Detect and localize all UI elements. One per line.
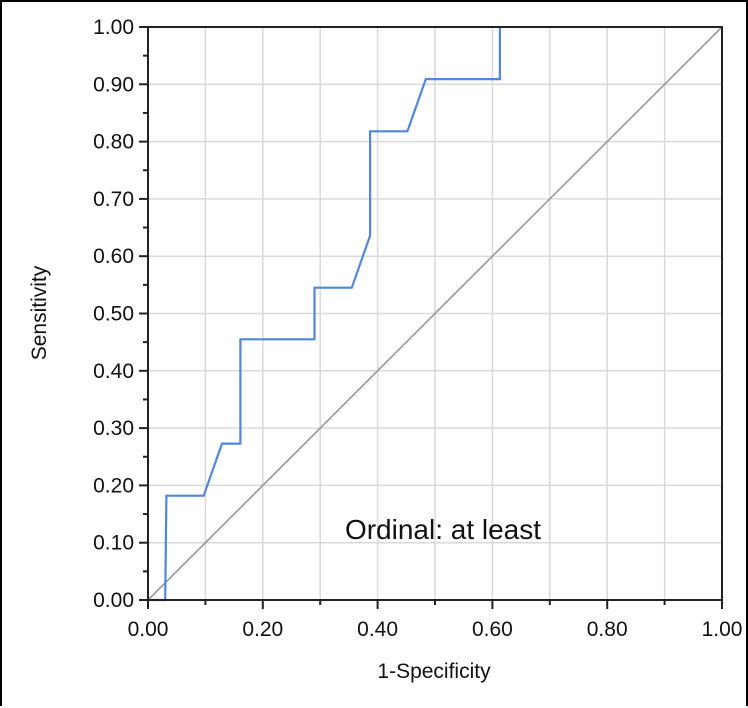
x-tick-label: 0.20 xyxy=(242,618,283,641)
x-tick-label: 1.00 xyxy=(702,618,743,641)
x-tick-label: 0.40 xyxy=(357,618,398,641)
y-tick-label: 0.80 xyxy=(93,131,134,154)
roc-curve-line xyxy=(148,27,501,602)
y-axis-label: Sensitivity xyxy=(28,265,51,360)
y-tick-label: 0.20 xyxy=(93,474,134,497)
y-tick-label: 1.00 xyxy=(93,16,134,39)
y-tick-label: 0.90 xyxy=(93,73,134,96)
y-tick-label: 0.60 xyxy=(93,245,134,268)
y-tick-label: 0.10 xyxy=(93,532,134,555)
y-tick-label: 0.40 xyxy=(93,360,134,383)
x-tick-label: 0.80 xyxy=(587,618,628,641)
y-tick-label: 0.00 xyxy=(93,589,134,612)
reference-diagonal-line xyxy=(147,26,723,601)
series-layer xyxy=(147,26,723,602)
x-axis-label: 1-Specificity xyxy=(377,660,491,683)
tick-layer: 0.00 0.10 0.20 0.30 0.40 0.50 0.60 0.70 0.80 0.90… xyxy=(93,16,742,641)
x-tick-label: 0.00 xyxy=(128,618,169,641)
y-tick-label: 0.50 xyxy=(93,303,134,326)
chart-annotation: Ordinal: at least xyxy=(345,514,541,545)
x-tick-label: 0.60 xyxy=(472,618,513,641)
grid xyxy=(148,27,722,600)
y-tick-label: 0.70 xyxy=(93,188,134,211)
y-tick-label: 0.30 xyxy=(93,417,134,440)
